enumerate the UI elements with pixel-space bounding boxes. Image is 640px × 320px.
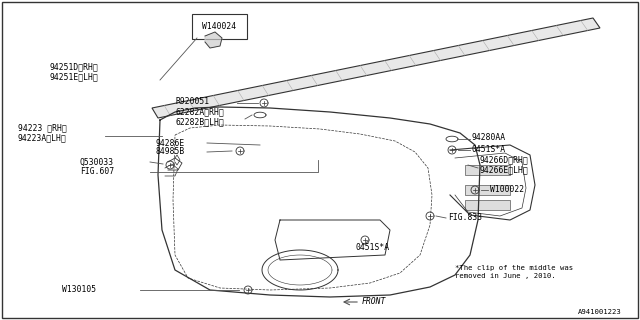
Text: FIG.607: FIG.607: [80, 167, 114, 177]
Text: 94266D〈RH〉
94266E〈LH〉: 94266D〈RH〉 94266E〈LH〉: [480, 155, 529, 175]
Text: Q530033: Q530033: [80, 157, 114, 166]
Text: FIG.833: FIG.833: [448, 213, 482, 222]
Text: 94223 〈RH〉
94223A〈LH〉: 94223 〈RH〉 94223A〈LH〉: [18, 123, 67, 143]
Bar: [465, 200, 510, 210]
Text: 94286E: 94286E: [155, 139, 184, 148]
Text: FRONT: FRONT: [362, 298, 387, 307]
Text: W130105: W130105: [62, 285, 96, 294]
Text: W100022: W100022: [490, 186, 524, 195]
Text: R920051: R920051: [175, 98, 209, 107]
Text: 0451S*A: 0451S*A: [355, 244, 389, 252]
Bar: [465, 165, 510, 175]
Text: *The clip of the middle was
removed in June , 2010.: *The clip of the middle was removed in J…: [455, 265, 573, 279]
Text: 0451S*A: 0451S*A: [472, 146, 506, 155]
Text: 84985B: 84985B: [155, 148, 184, 156]
Text: 94280AA: 94280AA: [472, 133, 506, 142]
Polygon shape: [152, 18, 600, 118]
Text: 94251D〈RH〉
94251E〈LH〉: 94251D〈RH〉 94251E〈LH〉: [50, 62, 99, 82]
Text: 62282A〈RH〉
62282B〈LH〉: 62282A〈RH〉 62282B〈LH〉: [175, 107, 224, 127]
Bar: [465, 185, 510, 195]
Polygon shape: [205, 32, 222, 48]
Text: A941001223: A941001223: [579, 309, 622, 315]
Text: W140024: W140024: [202, 22, 237, 31]
Bar: [192, 14, 247, 39]
